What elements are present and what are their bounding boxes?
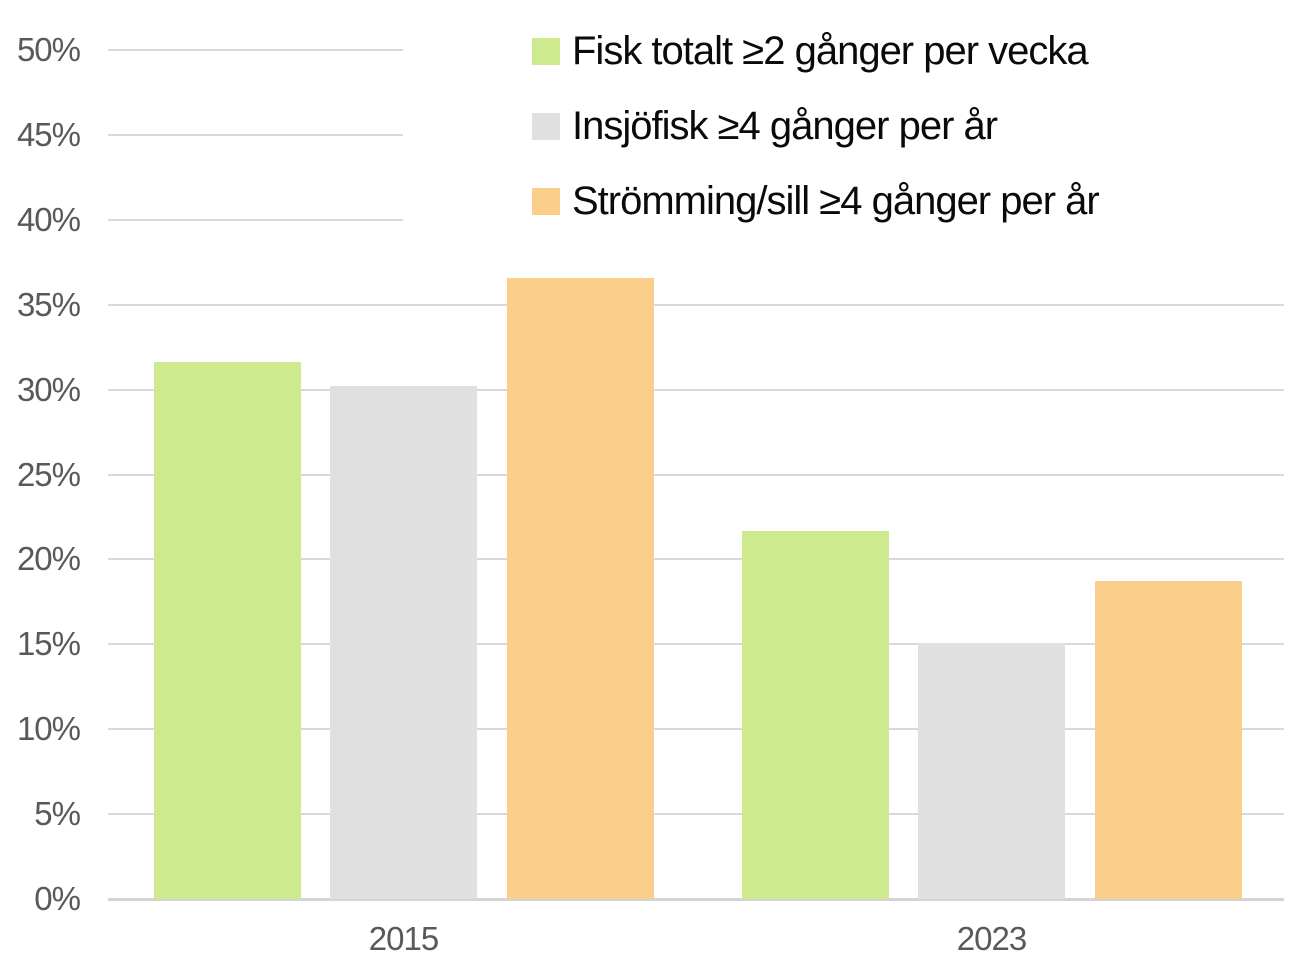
bar-2015-series-1 xyxy=(153,362,301,899)
gridline xyxy=(108,303,1284,306)
gridline xyxy=(108,643,1284,646)
gridline xyxy=(108,388,1284,391)
bar-2015-series-3 xyxy=(506,277,654,899)
y-axis-tick-label: 20% xyxy=(16,540,81,578)
legend-label: Fisk totalt ≥2 gånger per vecka xyxy=(572,28,1089,73)
y-axis-tick-label: 0% xyxy=(34,880,81,917)
gridline xyxy=(108,218,403,221)
legend: Fisk totalt ≥2 gånger per vecka Insjöfis… xyxy=(532,24,1100,249)
legend-label: Insjöfisk ≥4 gånger per år xyxy=(572,103,998,148)
bar-2023-series-3 xyxy=(1094,581,1242,899)
gridline xyxy=(108,473,1284,476)
gridline xyxy=(108,813,1284,816)
y-axis-tick-label: 25% xyxy=(16,455,81,493)
y-axis-tick-label: 5% xyxy=(34,795,81,833)
legend-swatch-green xyxy=(532,37,560,65)
legend-item-fisk-totalt: Fisk totalt ≥2 gånger per vecka xyxy=(532,24,1099,78)
gridline xyxy=(108,133,403,136)
x-axis-label: 2023 xyxy=(956,920,1027,957)
bar-2023-series-1 xyxy=(741,530,889,899)
legend-item-insjofisk: Insjöfisk ≥4 gånger per år xyxy=(532,99,1099,153)
gridline xyxy=(108,49,403,51)
x-axis-line xyxy=(108,898,1284,901)
y-axis-tick-label: 35% xyxy=(16,285,81,323)
y-axis-tick-label: 50% xyxy=(16,31,81,68)
y-axis-tick-label: 40% xyxy=(16,200,81,238)
y-axis-tick-label: 10% xyxy=(16,710,81,748)
legend-swatch-gray xyxy=(532,112,560,140)
legend-item-stromming-sill: Strömming/sill ≥4 gånger per år xyxy=(532,174,1100,228)
y-axis-tick-label: 45% xyxy=(16,115,81,153)
bar-2023-series-2 xyxy=(918,642,1065,899)
legend-label: Strömming/sill ≥4 gånger per år xyxy=(572,178,1100,223)
bar-2015-series-2 xyxy=(330,386,477,899)
legend-swatch-orange xyxy=(532,187,560,215)
gridline xyxy=(108,728,1284,731)
y-axis-tick-label: 15% xyxy=(16,625,81,663)
x-axis-label: 2015 xyxy=(368,920,439,957)
gridline xyxy=(108,558,1284,561)
y-axis-tick-label: 30% xyxy=(16,370,81,408)
